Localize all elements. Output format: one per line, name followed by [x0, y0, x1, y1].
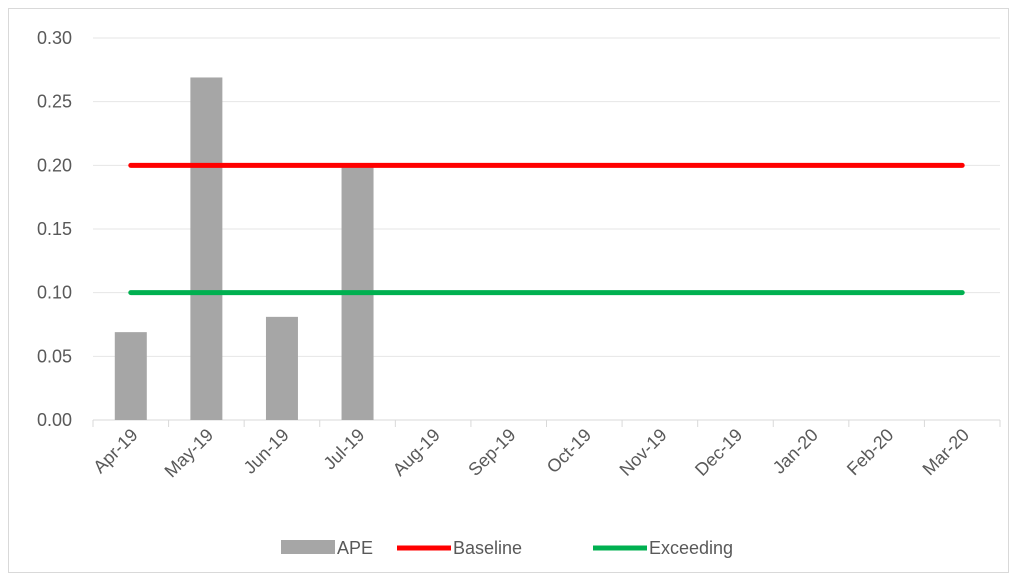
- x-tick-label: Oct-19: [543, 425, 595, 477]
- legend-swatch-ape: [281, 540, 335, 554]
- x-axis: Apr-19 May-19 Jun-19 Jul-19 Aug-19 Sep-19 Oct-…: [89, 420, 1001, 482]
- legend-label-ape: APE: [337, 538, 373, 558]
- y-tick-label: 0.15: [37, 219, 72, 239]
- bars: [114, 77, 374, 421]
- chart-frame: [8, 8, 1009, 573]
- y-tick-label: 0.05: [37, 346, 72, 366]
- series-lines: [128, 162, 965, 296]
- y-tick-label: 0.30: [37, 28, 72, 48]
- y-tick-label: 0.10: [37, 283, 72, 303]
- x-tick-label: Dec-19: [691, 425, 746, 480]
- gridlines: [93, 37, 1000, 421]
- legend-label-exceeding: Exceeding: [649, 538, 733, 558]
- x-tick-label: Jun-19: [240, 425, 293, 478]
- y-tick-label: 0.00: [37, 410, 72, 430]
- y-tick-label: 0.25: [37, 92, 72, 112]
- x-tick-label: May-19: [161, 425, 218, 482]
- x-tick-label: Jan-20: [769, 425, 822, 478]
- y-tick-label: 0.20: [37, 155, 72, 175]
- x-tick-label: Apr-19: [89, 425, 141, 477]
- y-axis-ticks: 0.00 0.05 0.10 0.15 0.20 0.25 0.30: [37, 28, 72, 430]
- bar-ape: [190, 77, 223, 421]
- legend-label-baseline: Baseline: [453, 538, 522, 558]
- bar-ape: [265, 316, 298, 420]
- x-tick-label: Nov-19: [616, 425, 671, 480]
- bar-ape: [114, 332, 147, 420]
- x-tick-label: Jul-19: [320, 425, 369, 474]
- x-tick-label: Mar-20: [919, 425, 973, 479]
- x-tick-label: Sep-19: [464, 425, 519, 480]
- x-tick-label: Feb-20: [843, 425, 897, 479]
- x-tick-label: Aug-19: [389, 425, 444, 480]
- legend: APE Baseline Exceeding: [281, 538, 733, 558]
